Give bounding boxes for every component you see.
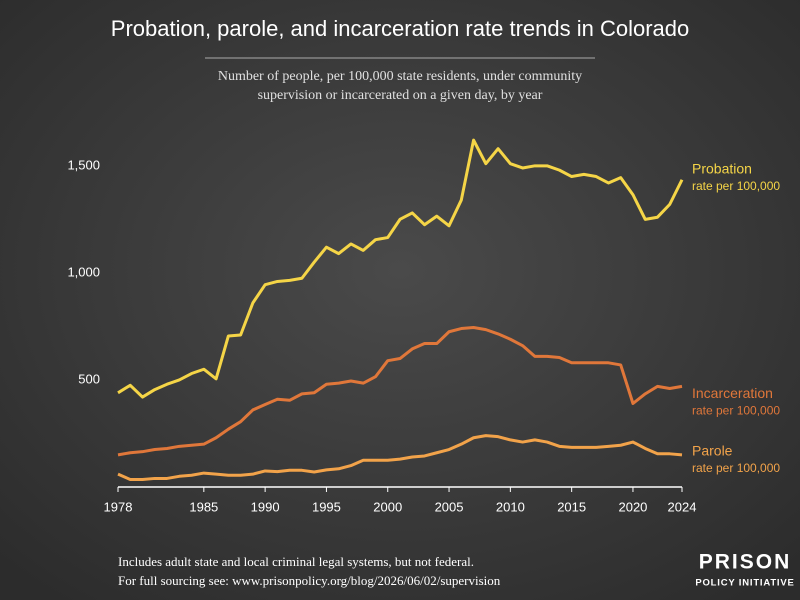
y-tick-label: 1,500 bbox=[67, 157, 100, 172]
series-line bbox=[117, 138, 684, 399]
note: For full sourcing see: www.prisonpolicy.… bbox=[118, 573, 501, 588]
x-tick-label: 2005 bbox=[435, 499, 464, 514]
logo: POLICY INITIATIVE bbox=[695, 578, 794, 589]
legend-label: Incarceration bbox=[692, 385, 773, 401]
note: Includes adult state and local criminal … bbox=[118, 554, 474, 569]
logo: PRISON bbox=[699, 551, 792, 574]
chart-title: Probation, parole, and incarceration rat… bbox=[111, 16, 689, 41]
legend-label: Probation bbox=[692, 160, 752, 176]
legend-note: rate per 100,000 bbox=[692, 179, 780, 193]
legend-label: Parole bbox=[692, 443, 733, 459]
x-tick-label: 2010 bbox=[496, 499, 525, 514]
x-tick-label: 1985 bbox=[189, 499, 218, 514]
subtitle: supervision or incarcerated on a given d… bbox=[258, 88, 543, 103]
legend-note: rate per 100,000 bbox=[692, 461, 780, 475]
x-tick-label: 2020 bbox=[618, 499, 647, 514]
y-tick-label: 500 bbox=[78, 371, 100, 386]
x-tick-label: 2015 bbox=[557, 499, 586, 514]
series-line bbox=[117, 434, 683, 482]
y-tick-label: 1,000 bbox=[67, 264, 100, 279]
x-tick-label: 1995 bbox=[312, 499, 341, 514]
series-line bbox=[117, 325, 683, 457]
x-tick-label: 1978 bbox=[104, 499, 133, 514]
x-tick-label: 2024 bbox=[668, 499, 697, 514]
subtitle: Number of people, per 100,000 state resi… bbox=[218, 69, 582, 84]
x-tick-label: 2000 bbox=[373, 499, 402, 514]
legend-note: rate per 100,000 bbox=[692, 404, 780, 418]
x-tick-label: 1990 bbox=[251, 499, 280, 514]
